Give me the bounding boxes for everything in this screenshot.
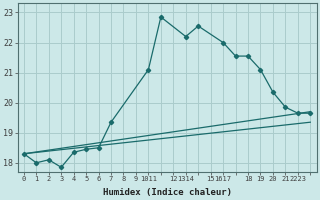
X-axis label: Humidex (Indice chaleur): Humidex (Indice chaleur) [103, 188, 232, 197]
